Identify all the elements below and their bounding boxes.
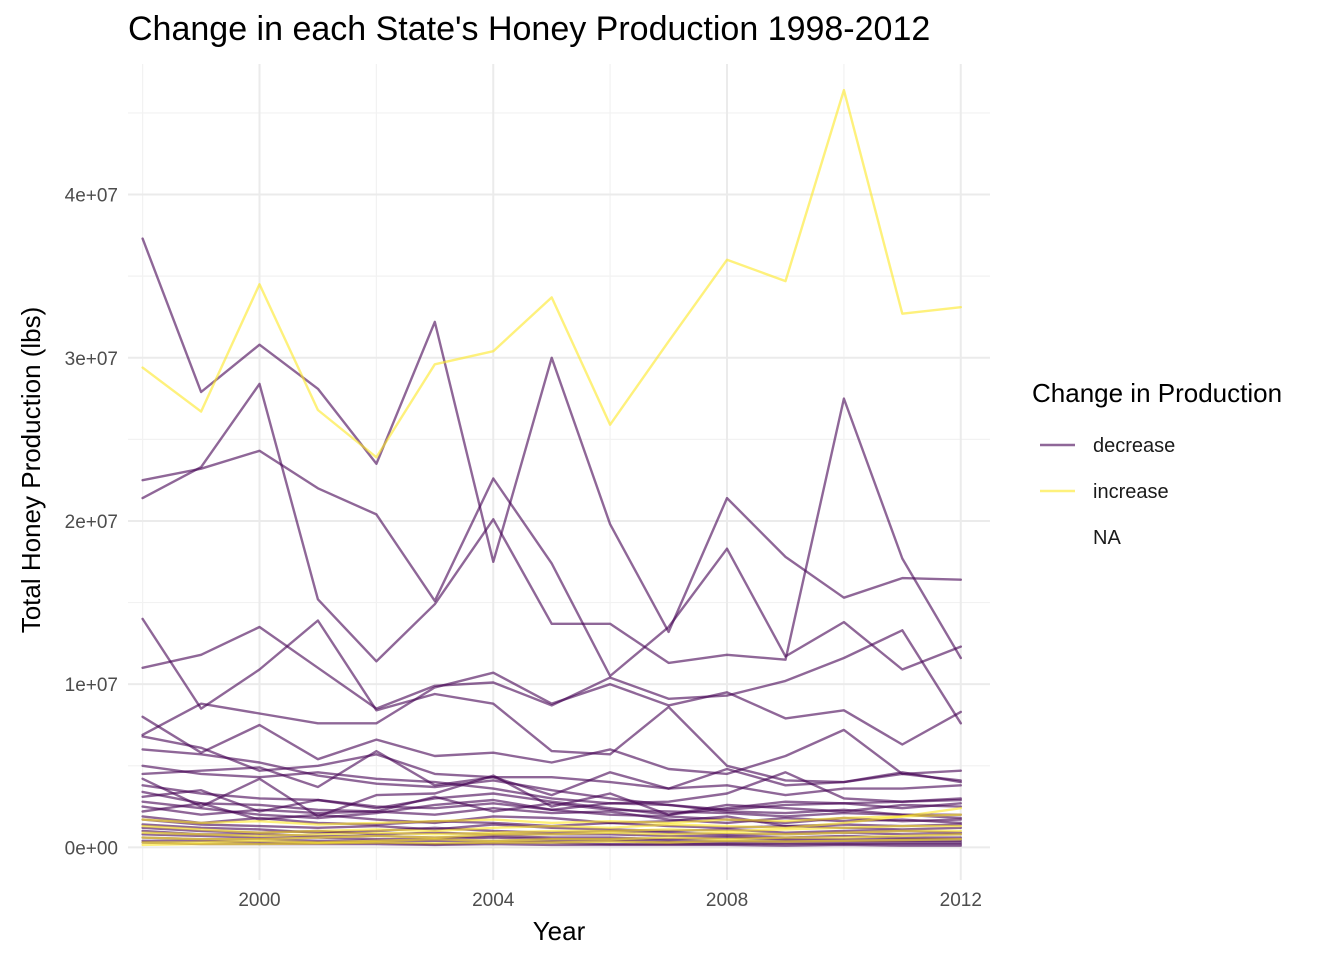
series-line-increase [141,807,962,834]
y-tick-label: 0e+00 [65,838,118,859]
legend-entries: decrease increase NA [1040,435,1175,549]
x-tick-label: 2000 [238,890,280,911]
series-line-increase [141,833,962,844]
x-axis-ticks: 2000 2004 2008 2012 [238,890,982,911]
x-tick-label: 2012 [940,890,982,911]
series-line-decrease [141,818,962,834]
series-line-decrease [141,382,962,665]
series-line-increase [141,838,962,847]
series-line-increase [141,88,962,459]
series-line-increase [141,824,962,838]
y-tick-label: 3e+07 [65,349,118,370]
x-tick-label: 2004 [472,890,515,911]
series-line-decrease [141,774,962,818]
series-line-increase [141,813,962,826]
x-axis-title: Year [533,916,586,946]
series-line-decrease [141,625,962,725]
legend-label-NA: NA [1093,527,1121,549]
y-axis-title: Total Honey Production (lbs) [16,307,46,634]
legend: Change in Production decrease increase NA [1032,378,1282,549]
y-tick-label: 1e+07 [65,675,118,696]
series-line-decrease [141,715,962,776]
series-line-decrease [141,735,962,790]
y-tick-label: 2e+07 [65,512,118,533]
series-line-decrease [141,617,962,784]
minor-gridlines [128,64,990,880]
chart-title: Change in each State's Honey Production … [128,10,930,48]
legend-label-increase: increase [1093,481,1169,503]
y-axis-ticks: 0e+00 1e+07 2e+07 3e+07 4e+07 [65,186,118,860]
major-gridlines [128,64,990,880]
legend-label-decrease: decrease [1093,435,1175,457]
series-line-decrease [141,789,962,816]
x-tick-label: 2008 [706,890,748,911]
y-tick-label: 4e+07 [65,186,118,207]
series-line-increase [141,829,962,841]
state-lines [141,88,962,847]
series-line-decrease [141,449,962,678]
series-line-decrease [141,237,962,634]
legend-title: Change in Production [1032,378,1282,408]
series-line-decrease [141,749,962,797]
series-line-decrease [141,671,962,746]
